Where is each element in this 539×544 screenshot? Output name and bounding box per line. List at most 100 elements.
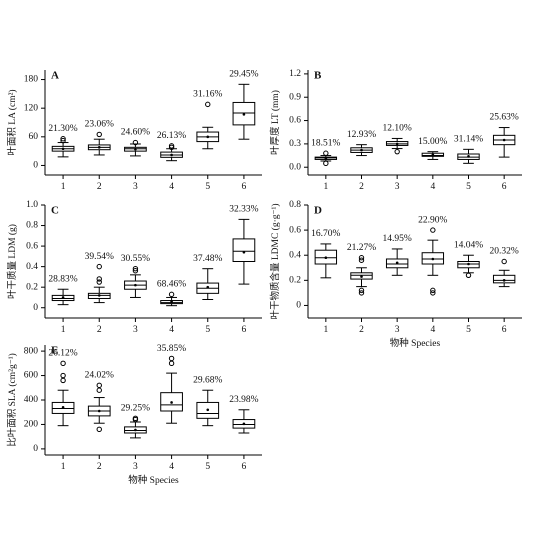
x-axis-label: 物种 Species xyxy=(390,337,441,349)
y-axis-label: 叶干物质含量 LDMC (g·g⁻¹) xyxy=(269,203,281,319)
cv-annotation: 29.45% xyxy=(229,70,258,80)
cv-annotation: 26.12% xyxy=(48,349,77,359)
outlier xyxy=(60,377,66,384)
panel-label: A xyxy=(51,70,59,82)
outlier xyxy=(358,290,365,296)
outlier xyxy=(168,291,175,298)
x-tick-label: 1 xyxy=(323,182,328,192)
x-tick-label: 5 xyxy=(205,462,210,472)
y-tick-label: 400 xyxy=(24,395,39,405)
x-tick-label: 5 xyxy=(205,182,210,192)
x-tick-label: 2 xyxy=(97,325,102,335)
outlier xyxy=(465,272,472,279)
y-axis-label: 叶干质量 LDM (g) xyxy=(6,224,18,299)
cv-annotation: 29.25% xyxy=(121,404,150,414)
mean xyxy=(360,148,363,152)
cv-annotation: 29.68% xyxy=(193,375,222,385)
x-tick-label: 1 xyxy=(61,182,66,192)
outlier xyxy=(168,355,175,362)
x-tick-label: 4 xyxy=(169,462,174,472)
mean xyxy=(242,113,246,116)
cv-annotation: 14.04% xyxy=(454,240,483,250)
y-tick-label: 0 xyxy=(33,303,38,313)
x-tick-label: 6 xyxy=(242,325,247,335)
cv-annotation: 25.63% xyxy=(490,113,519,123)
cv-annotation: 24.02% xyxy=(85,371,114,381)
y-tick-label: 0.6 xyxy=(289,116,301,126)
mean xyxy=(134,428,137,432)
x-tick-label: 4 xyxy=(430,182,435,192)
y-axis-label: 比叶面积 SLA (cm²g⁻¹) xyxy=(6,353,18,447)
y-tick-label: 600 xyxy=(24,371,39,381)
mean xyxy=(395,261,399,265)
cv-annotation: 18.51% xyxy=(311,138,340,148)
y-tick-label: 180 xyxy=(24,75,39,85)
cv-annotation: 24.60% xyxy=(121,128,150,138)
mean xyxy=(242,422,246,426)
x-tick-label: 2 xyxy=(359,325,364,335)
y-tick-label: 0.9 xyxy=(289,92,301,102)
mean xyxy=(242,250,246,254)
cv-annotation: 68.46% xyxy=(157,280,186,290)
outlier xyxy=(132,268,139,274)
y-tick-label: 0.8 xyxy=(26,221,38,231)
x-tick-label: 2 xyxy=(359,182,364,192)
outlier xyxy=(96,382,102,389)
y-tick-label: 0.2 xyxy=(289,276,301,286)
y-tick-label: 0 xyxy=(33,161,38,171)
y-tick-label: 1.2 xyxy=(289,69,301,79)
panel-label: B xyxy=(314,70,322,82)
mean xyxy=(360,275,363,278)
cv-annotation: 21.30% xyxy=(48,124,77,134)
mean xyxy=(324,256,328,260)
outlier xyxy=(358,287,365,294)
x-tick-label: 1 xyxy=(61,325,66,335)
cv-annotation: 23.06% xyxy=(85,120,114,130)
y-axis-label: 叶面积 LA (cm²) xyxy=(6,89,18,155)
x-tick-label: 3 xyxy=(133,182,138,192)
y-tick-label: 0.6 xyxy=(26,241,38,251)
panel-label: E xyxy=(51,345,58,357)
outlier xyxy=(323,160,329,167)
y-tick-label: 0 xyxy=(33,444,38,454)
mean xyxy=(395,142,399,146)
cv-annotation: 31.14% xyxy=(454,135,483,145)
cv-annotation: 23.98% xyxy=(229,395,258,405)
y-tick-label: 0.4 xyxy=(26,262,38,272)
outlier xyxy=(394,148,400,155)
x-tick-label: 6 xyxy=(502,325,507,335)
y-tick-label: 800 xyxy=(24,346,39,356)
x-tick-label: 2 xyxy=(97,462,102,472)
outlier xyxy=(60,137,66,144)
y-tick-label: 0.6 xyxy=(289,225,301,235)
mean xyxy=(170,401,173,404)
y-tick-label: 120 xyxy=(24,103,39,113)
cv-annotation: 35.85% xyxy=(157,344,186,354)
x-tick-label: 3 xyxy=(133,325,138,335)
cv-annotation: 16.70% xyxy=(311,229,340,239)
cv-annotation: 37.48% xyxy=(193,254,222,264)
mean xyxy=(61,406,65,409)
cv-annotation: 21.27% xyxy=(347,243,376,253)
x-tick-label: 4 xyxy=(430,325,435,335)
outlier xyxy=(96,387,102,393)
y-tick-label: 0.4 xyxy=(289,250,301,260)
cv-annotation: 28.83% xyxy=(48,274,77,284)
cv-annotation: 14.95% xyxy=(383,234,412,244)
mean xyxy=(134,283,137,287)
outlier xyxy=(430,287,436,294)
mean xyxy=(431,257,435,261)
panel-label: C xyxy=(51,205,59,217)
x-tick-label: 5 xyxy=(205,325,210,335)
outlier xyxy=(358,255,365,261)
outlier xyxy=(60,136,66,142)
x-tick-label: 3 xyxy=(395,325,400,335)
x-tick-label: 6 xyxy=(242,462,247,472)
y-tick-label: 0.3 xyxy=(289,139,301,149)
cv-annotation: 20.32% xyxy=(490,247,519,257)
x-tick-label: 1 xyxy=(61,462,66,472)
outlier xyxy=(132,415,139,422)
x-tick-label: 4 xyxy=(169,182,174,192)
mean xyxy=(467,155,470,158)
